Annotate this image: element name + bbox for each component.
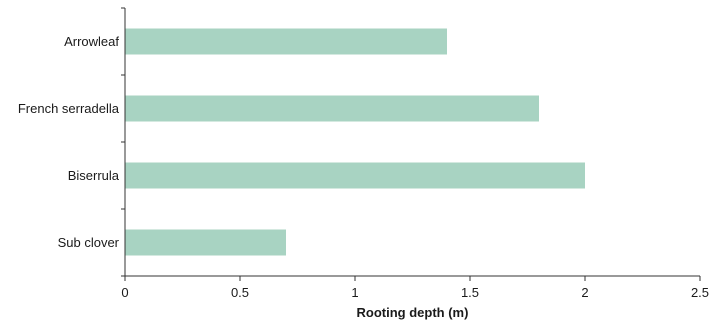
bar-french-serradella: [125, 95, 539, 122]
category-label: French serradella: [18, 101, 120, 116]
category-label: Biserrula: [68, 168, 120, 183]
category-labels: Arrowleaf French serradella Biserrula Sub c…: [18, 34, 120, 250]
x-tick-label: 1.5: [461, 285, 479, 300]
category-label: Arrowleaf: [64, 34, 119, 49]
bars-group: [125, 28, 585, 256]
x-axis-ticks: [124, 276, 701, 281]
x-tick-label: 0.5: [231, 285, 249, 300]
bar-arrowleaf: [125, 28, 447, 55]
x-tick-label: 2.5: [691, 285, 709, 300]
y-axis-ticks: [121, 7, 125, 277]
x-tick-labels: 0 0.5 1 1.5 2 2.5: [121, 285, 709, 300]
x-tick-label: 0: [121, 285, 128, 300]
x-axis-title: Rooting depth (m): [357, 305, 469, 320]
bar-biserrula: [125, 162, 585, 189]
bar-sub-clover: [125, 229, 286, 256]
x-tick-label: 1: [351, 285, 358, 300]
category-label: Sub clover: [58, 235, 120, 250]
x-tick-label: 2: [581, 285, 588, 300]
